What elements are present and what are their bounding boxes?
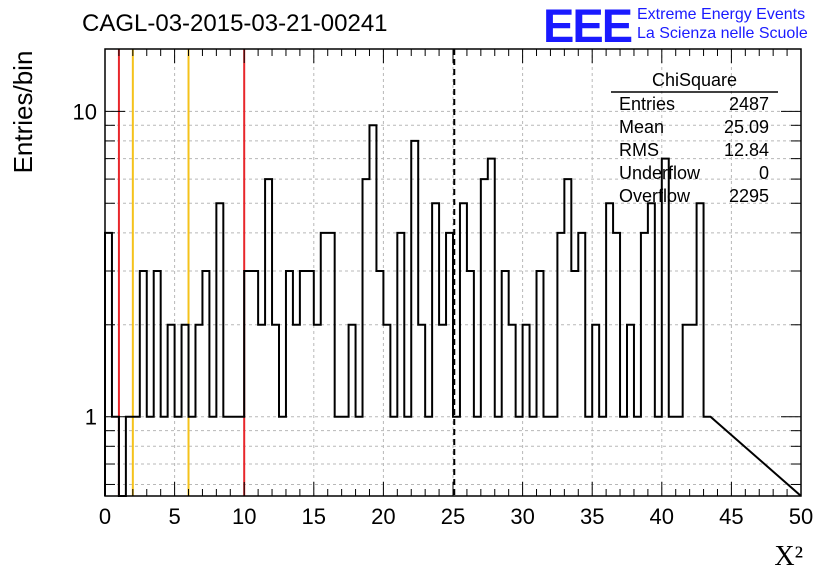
- x-tick-label: 35: [580, 504, 604, 529]
- stats-label: Mean: [619, 117, 664, 137]
- y-tick-label: 10: [73, 99, 97, 124]
- y-tick-label: 1: [85, 405, 97, 430]
- logo-line-1: Extreme Energy Events: [637, 6, 806, 23]
- x-tick-label: 50: [789, 504, 813, 529]
- x-tick-label: 45: [719, 504, 743, 529]
- x-tick-label: 15: [302, 504, 326, 529]
- stats-title: ChiSquare: [652, 70, 737, 90]
- stats-value: 0: [759, 163, 769, 183]
- x-tick-label: 0: [99, 504, 111, 529]
- histogram-series: [104, 124, 802, 497]
- x-tick-label: 10: [232, 504, 256, 529]
- stats-label: Underflow: [619, 163, 701, 183]
- x-tick-label: 20: [371, 504, 395, 529]
- stats-value: 25.09: [724, 117, 769, 137]
- x-tick-label: 40: [650, 504, 674, 529]
- y-axis-title: Entries/bin: [8, 51, 38, 174]
- stats-value: 12.84: [724, 140, 769, 160]
- x-tick-label: 25: [441, 504, 465, 529]
- x-axis-title: X²: [774, 541, 803, 572]
- stats-label: RMS: [619, 140, 659, 160]
- x-tick-label: 5: [168, 504, 180, 529]
- stats-value: 2295: [729, 186, 769, 206]
- stats-value: 2487: [729, 94, 769, 114]
- eee-logo: EEE: [543, 0, 633, 52]
- logo-line-2: La Scienza nelle Scuole: [637, 25, 808, 42]
- chart-title: CAGL-03-2015-03-21-00241: [82, 10, 388, 37]
- stats-label: Entries: [619, 94, 675, 114]
- x-tick-label: 30: [510, 504, 534, 529]
- stats-label: Overflow: [619, 186, 691, 206]
